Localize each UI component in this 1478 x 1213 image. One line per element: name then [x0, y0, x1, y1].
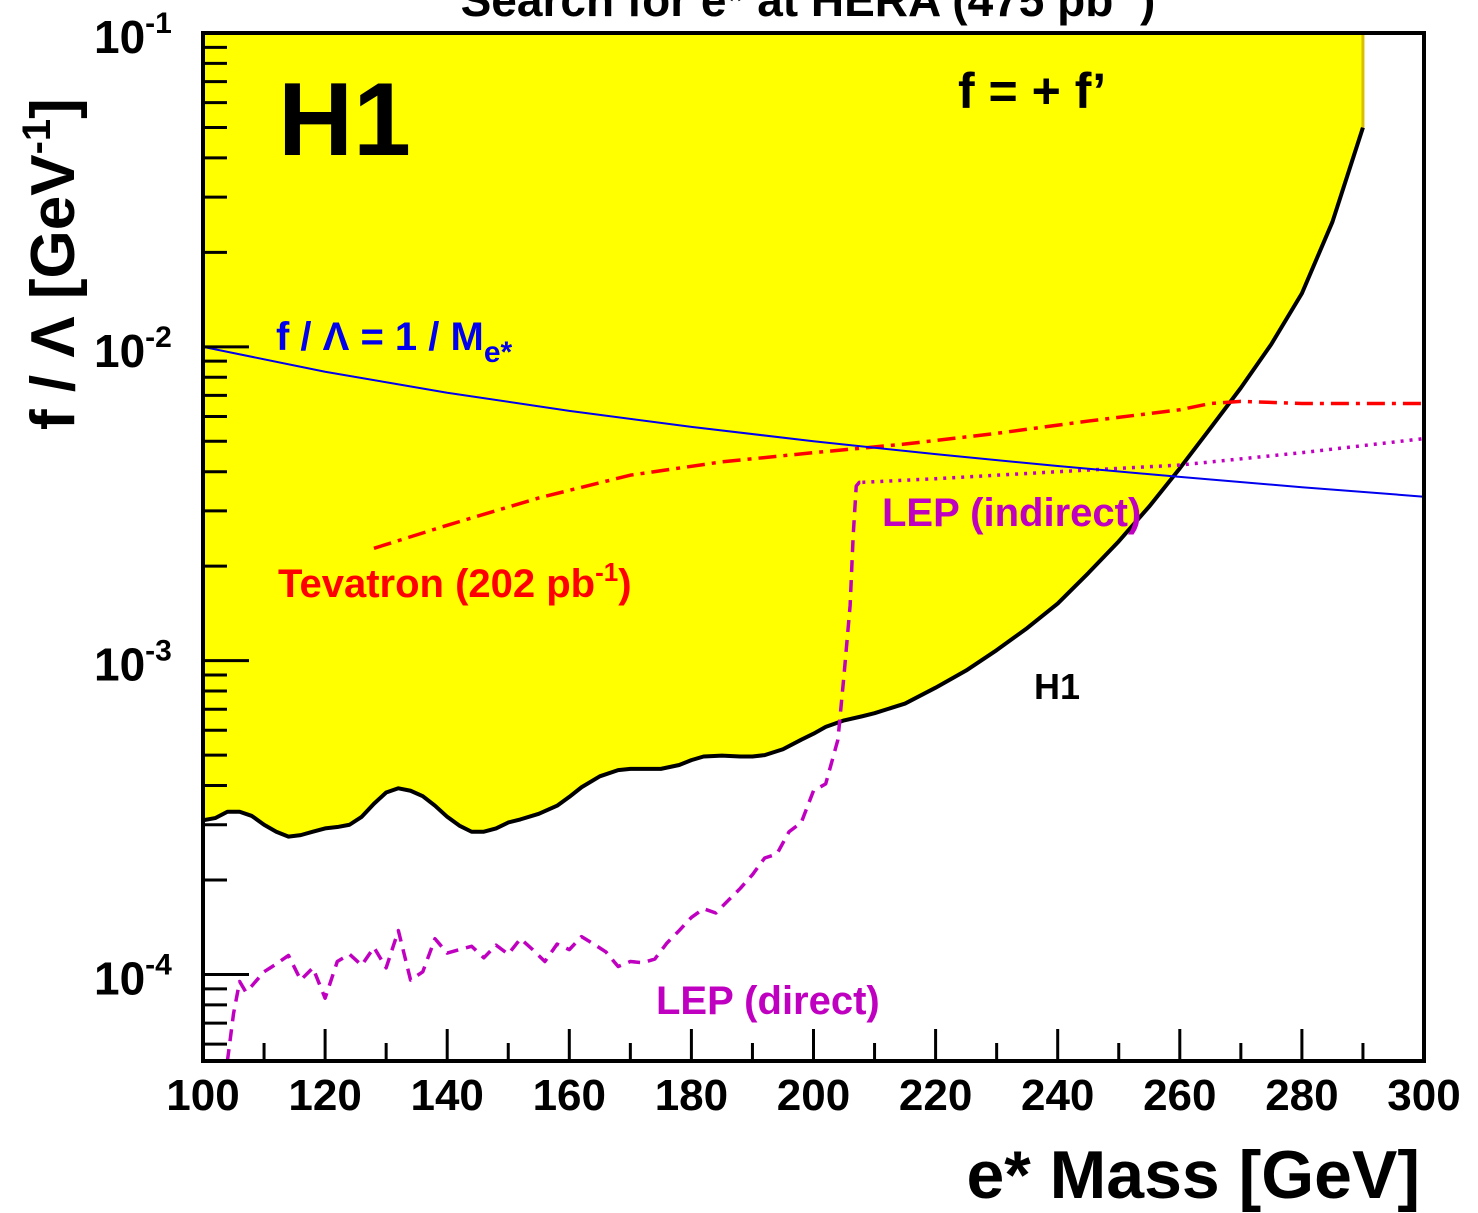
x-tick-label: 160	[533, 1071, 606, 1120]
x-tick-label: 300	[1387, 1071, 1460, 1120]
x-tick-label: 180	[655, 1071, 728, 1120]
lep-direct-label: LEP (direct)	[656, 979, 880, 1023]
x-tick-label: 260	[1143, 1071, 1216, 1120]
x-axis-title: e* Mass [GeV]	[966, 1137, 1420, 1213]
x-tick-label: 120	[288, 1071, 361, 1120]
x-tick-label: 220	[899, 1071, 972, 1120]
chart-title: Search for e* at HERA (475 pb-1)	[461, 0, 1156, 26]
y-tick-label: 10-3	[94, 635, 172, 691]
y-axis-title: f / Λ [GeV-1]	[15, 98, 88, 430]
y-tick-label: 10-2	[94, 321, 172, 377]
coupling-label: f = + f’	[958, 63, 1106, 119]
excluded-region-fill	[203, 33, 1363, 837]
axis-ticks	[201, 31, 1426, 1061]
lep-indirect-line	[862, 436, 1424, 485]
x-tick-label: 140	[410, 1071, 483, 1120]
y-tick-label: 10-4	[94, 948, 172, 1004]
x-tick-label: 200	[777, 1071, 850, 1120]
y-tick-labels: 10-1 10-2 10-3 10-4	[94, 7, 172, 1004]
lep-indirect-label: LEP (indirect)	[882, 491, 1141, 535]
h1-curve-label: H1	[1034, 666, 1080, 707]
reference-line-label: f / Λ = 1 / Me*	[276, 315, 513, 369]
series-group	[203, 33, 1424, 1061]
reference-line	[203, 345, 1424, 498]
lep-direct-line	[225, 480, 863, 1061]
h1-limit-line	[203, 126, 1365, 839]
experiment-label: H1	[278, 62, 411, 178]
x-tick-labels: 100 120 140 160 180 200 220 240 260 280 300	[166, 1071, 1460, 1120]
x-tick-label: 280	[1265, 1071, 1338, 1120]
x-tick-label: 240	[1021, 1071, 1094, 1120]
y-tick-label: 10-1	[94, 7, 172, 63]
x-tick-label: 100	[166, 1071, 239, 1120]
tevatron-label: Tevatron (202 pb-1)	[278, 557, 632, 606]
